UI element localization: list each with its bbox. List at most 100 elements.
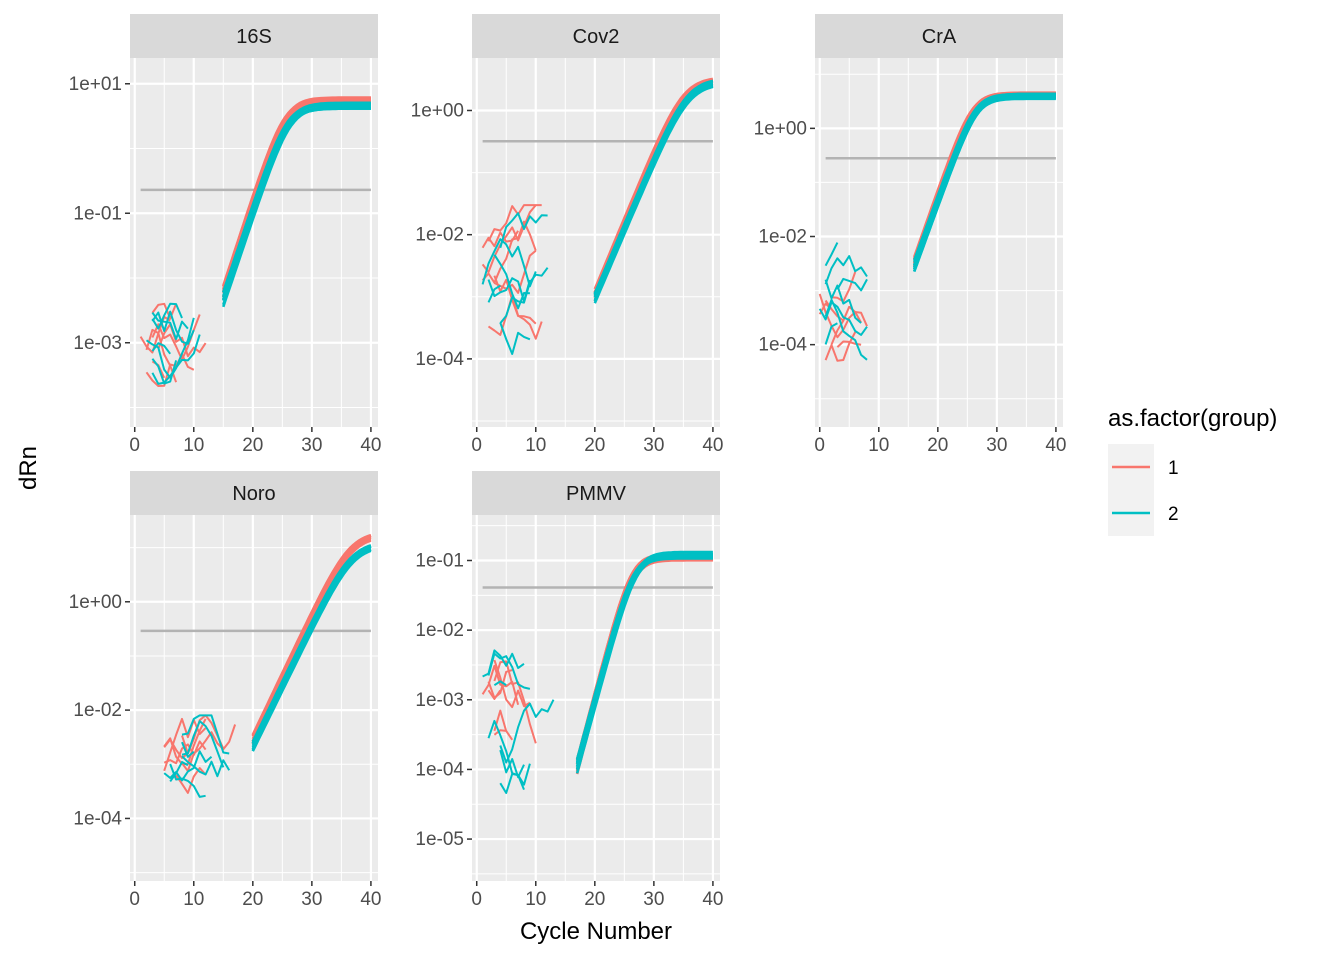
facet-strip-label: PMMV — [566, 483, 627, 505]
noise-segment-group-2 — [163, 750, 213, 782]
facet-strip — [130, 14, 378, 58]
legend-title: as.factor(group) — [1108, 405, 1277, 432]
noise-segment-group-2 — [169, 763, 206, 798]
facet-cov2: Cov2 0 10 20 30 40 1e-04 1e-02 1e+00 — [411, 14, 724, 456]
facet-16s: 16S 0 10 20 30 40 1e-03 1e-01 1e+01 — [69, 14, 381, 456]
facet-strip-label: CrA — [922, 26, 957, 48]
panel-axes: 0 10 20 30 40 1e-04 1e-02 1e+00 — [411, 100, 724, 456]
noise-segment-group-2 — [493, 680, 507, 687]
x-tick-label: 30 — [301, 435, 322, 456]
x-tick-label: 0 — [129, 889, 140, 910]
panel-background — [472, 58, 720, 427]
y-tick-label: 1e-04 — [73, 808, 122, 829]
x-tick-label: 40 — [360, 435, 381, 456]
x-tick-label: 30 — [643, 889, 664, 910]
noise-segment-group-2 — [499, 322, 531, 355]
facet-pmmv: PMMV 0 10 20 30 40 1e-05 1e-04 1e-03 1e-02 1e-01 — [415, 471, 723, 910]
x-tick-label: 20 — [584, 435, 605, 456]
legend-label: 2 — [1168, 504, 1179, 525]
facet-strip — [472, 14, 720, 58]
panel-series — [481, 77, 714, 355]
curve-group-2 — [912, 92, 1056, 261]
noise-segment-group-1 — [493, 659, 531, 709]
panel-grid — [472, 515, 720, 881]
x-tick-label: 10 — [525, 889, 546, 910]
x-tick-label: 40 — [360, 889, 381, 910]
y-tick-label: 1e-01 — [415, 550, 464, 571]
x-tick-label: 40 — [702, 889, 723, 910]
y-axis-title: dRn — [15, 446, 42, 490]
x-tick-label: 30 — [643, 435, 664, 456]
x-tick-label: 30 — [301, 889, 322, 910]
noise-segment-group-1 — [824, 299, 844, 322]
legend-entry-1: 1 — [1108, 444, 1179, 490]
noise-segment-group-2 — [181, 720, 225, 768]
noise-segment-group-2 — [493, 254, 530, 310]
noise-segment-group-1 — [493, 660, 537, 744]
noise-segment-group-2 — [487, 719, 531, 786]
y-tick-label: 1e+01 — [69, 74, 122, 95]
x-tick-label: 20 — [927, 435, 948, 456]
y-tick-label: 1e+00 — [411, 100, 464, 121]
noise-segment-group-2 — [181, 755, 231, 778]
x-tick-label: 20 — [242, 889, 263, 910]
noise-segment-group-2 — [499, 212, 548, 249]
x-axis-title: Cycle Number — [520, 918, 672, 945]
noise-segment-group-2 — [151, 358, 178, 385]
y-tick-label: 1e-01 — [73, 203, 122, 224]
y-tick-label: 1e-02 — [73, 700, 122, 721]
panel-axes: 0 10 20 30 40 1e-04 1e-02 1e+00 — [69, 592, 382, 910]
panel-grid — [130, 58, 378, 427]
noise-segment-group-2 — [181, 741, 195, 758]
x-tick-label: 0 — [471, 435, 482, 456]
x-tick-label: 10 — [183, 435, 204, 456]
curve-group-1 — [593, 77, 714, 290]
noise-segment-group-2 — [824, 322, 838, 345]
curve-group-2 — [575, 553, 713, 763]
panel-series — [818, 91, 1056, 362]
noise-segment-group-1 — [487, 204, 542, 242]
facet-strip — [130, 471, 378, 515]
noise-segment-group-2 — [482, 649, 525, 678]
facet-strip — [472, 471, 720, 515]
noise-segment-group-1 — [481, 204, 537, 274]
noise-segment-group-2 — [499, 749, 525, 779]
noise-segment-group-2 — [145, 317, 195, 379]
noise-segment-group-2 — [151, 312, 189, 341]
legend-label: 1 — [1168, 458, 1179, 479]
x-tick-label: 40 — [702, 435, 723, 456]
x-tick-label: 30 — [986, 435, 1007, 456]
noise-segment-group-2 — [499, 699, 555, 764]
panel-series — [139, 96, 371, 387]
curve-group-1 — [222, 98, 371, 287]
noise-segment-group-1 — [487, 689, 502, 700]
y-tick-label: 1e-04 — [415, 349, 464, 370]
curve-group-2 — [222, 106, 371, 308]
panel-grid — [472, 58, 720, 427]
noise-segment-group-2 — [824, 255, 868, 285]
noise-segment-group-2 — [151, 342, 171, 355]
noise-segment-group-2 — [487, 284, 501, 303]
x-tick-label: 0 — [129, 435, 140, 456]
facet-cra: CrA 0 10 20 30 40 1e-04 1e-02 1e+00 — [754, 14, 1066, 456]
legend: as.factor(group) 12 — [1108, 405, 1277, 536]
legend-entries: 12 — [1108, 444, 1179, 536]
y-tick-label: 1e-03 — [73, 333, 122, 354]
noise-segment-group-2 — [151, 334, 201, 385]
facet-strip-label: 16S — [236, 26, 272, 48]
noise-segment-group-1 — [493, 729, 514, 741]
y-tick-label: 1e-02 — [758, 227, 807, 248]
x-tick-label: 20 — [242, 435, 263, 456]
facet-strip-label: Noro — [232, 483, 275, 505]
y-tick-label: 1e-03 — [415, 690, 464, 711]
noise-segment-group-2 — [181, 714, 230, 755]
x-tick-label: 0 — [471, 889, 482, 910]
noise-segment-group-2 — [499, 267, 549, 324]
panel-grid — [130, 515, 378, 881]
curve-group-2 — [251, 545, 372, 748]
curve-group-1 — [251, 534, 372, 736]
noise-segment-group-2 — [169, 761, 189, 782]
curve-group-2 — [912, 96, 1056, 272]
x-tick-label: 20 — [584, 889, 605, 910]
